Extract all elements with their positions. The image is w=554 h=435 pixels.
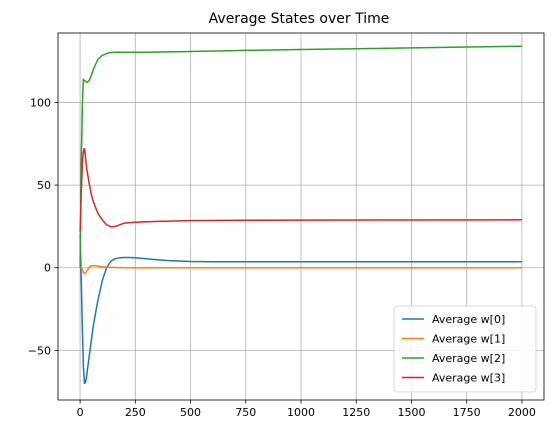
- chart-title: Average States over Time: [209, 11, 390, 27]
- y-tick-label: −50: [28, 344, 51, 357]
- y-tick-label: 0: [44, 262, 51, 275]
- legend-label: Average w[3]: [432, 372, 505, 385]
- x-tick-label: 1250: [342, 406, 370, 419]
- x-tick-label: 750: [235, 406, 256, 419]
- series-lines: [79, 45, 522, 385]
- y-tick-label: 100: [30, 96, 51, 109]
- series-line-w1: [79, 264, 522, 275]
- legend-label: Average w[2]: [432, 352, 505, 365]
- x-tick-label: 1750: [453, 406, 481, 419]
- legend-label: Average w[1]: [432, 333, 505, 346]
- legend-box: [393, 305, 537, 393]
- legend-label: Average w[0]: [432, 313, 505, 326]
- ticks: 0 250 500 750 1000 1250 1500 1750 2000 −50 0 50 100: [28, 96, 536, 419]
- series-line-w3: [79, 147, 522, 232]
- x-tick-label: 1500: [397, 406, 425, 419]
- x-tick-label: 250: [125, 406, 146, 419]
- series-line-w0: [79, 234, 522, 385]
- x-tick-label: 500: [180, 406, 201, 419]
- x-tick-label: 0: [77, 406, 84, 419]
- y-tick-label: 50: [37, 179, 51, 192]
- legend: Average w[0] Average w[1] Average w[2] Aver…: [393, 305, 537, 393]
- x-tick-label: 2000: [508, 406, 536, 419]
- series-line-w2: [79, 45, 522, 268]
- x-tick-label: 1000: [287, 406, 315, 419]
